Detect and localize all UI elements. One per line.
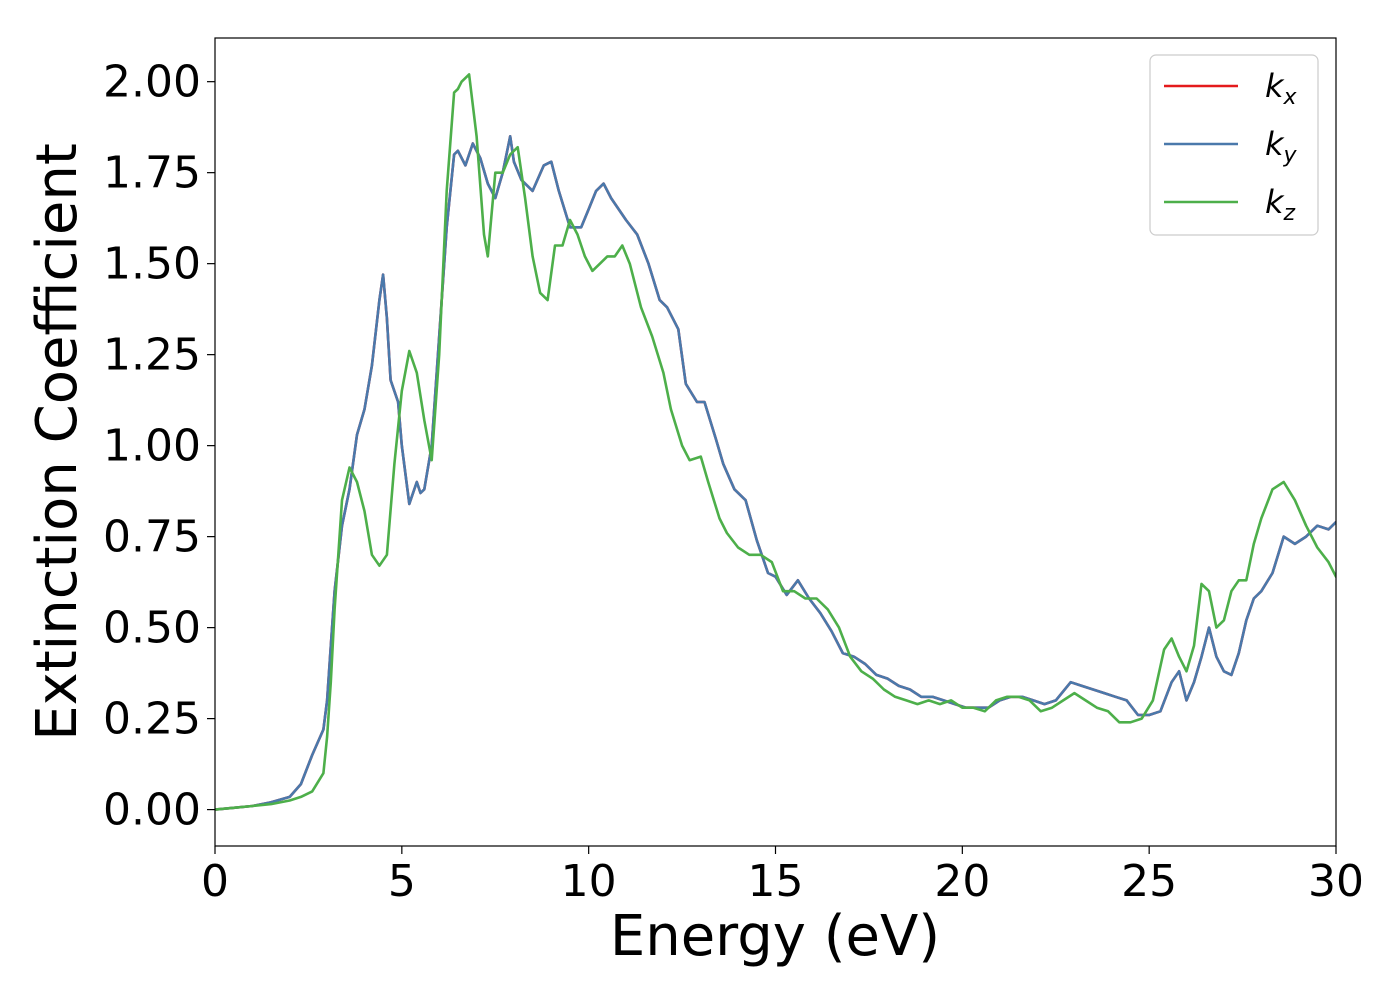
x-tick-label: 25: [1121, 856, 1177, 907]
x-tick-label: 20: [934, 856, 990, 907]
y-tick-label: 1.00: [103, 421, 201, 472]
x-axis-title: Energy (eV): [610, 904, 940, 969]
y-tick-label: 1.25: [103, 330, 201, 381]
x-tick-label: 15: [748, 856, 804, 907]
x-axis: 0 5 10 15 20 25 30: [201, 846, 1364, 907]
x-tick-label: 0: [201, 856, 229, 907]
series-line-kz: [215, 73, 1336, 811]
y-axis-title: Extinction Coefficient: [25, 143, 90, 741]
y-tick-label: 0.25: [103, 694, 201, 745]
series-layer: [215, 73, 1336, 811]
y-tick-label: 0.75: [103, 512, 201, 563]
series-line-ky: [215, 135, 1336, 811]
y-tick-label: 1.75: [103, 148, 201, 199]
y-tick-label: 2.00: [103, 57, 201, 108]
y-axis: 0.00 0.25 0.50 0.75 1.00 1.25 1.50 1.75 2.00: [103, 57, 215, 836]
x-tick-label: 5: [388, 856, 416, 907]
y-tick-label: 1.50: [103, 239, 201, 290]
y-tick-label: 0.00: [103, 785, 201, 836]
x-tick-label: 10: [561, 856, 617, 907]
y-tick-label: 0.50: [103, 603, 201, 654]
x-tick-label: 30: [1308, 856, 1364, 907]
